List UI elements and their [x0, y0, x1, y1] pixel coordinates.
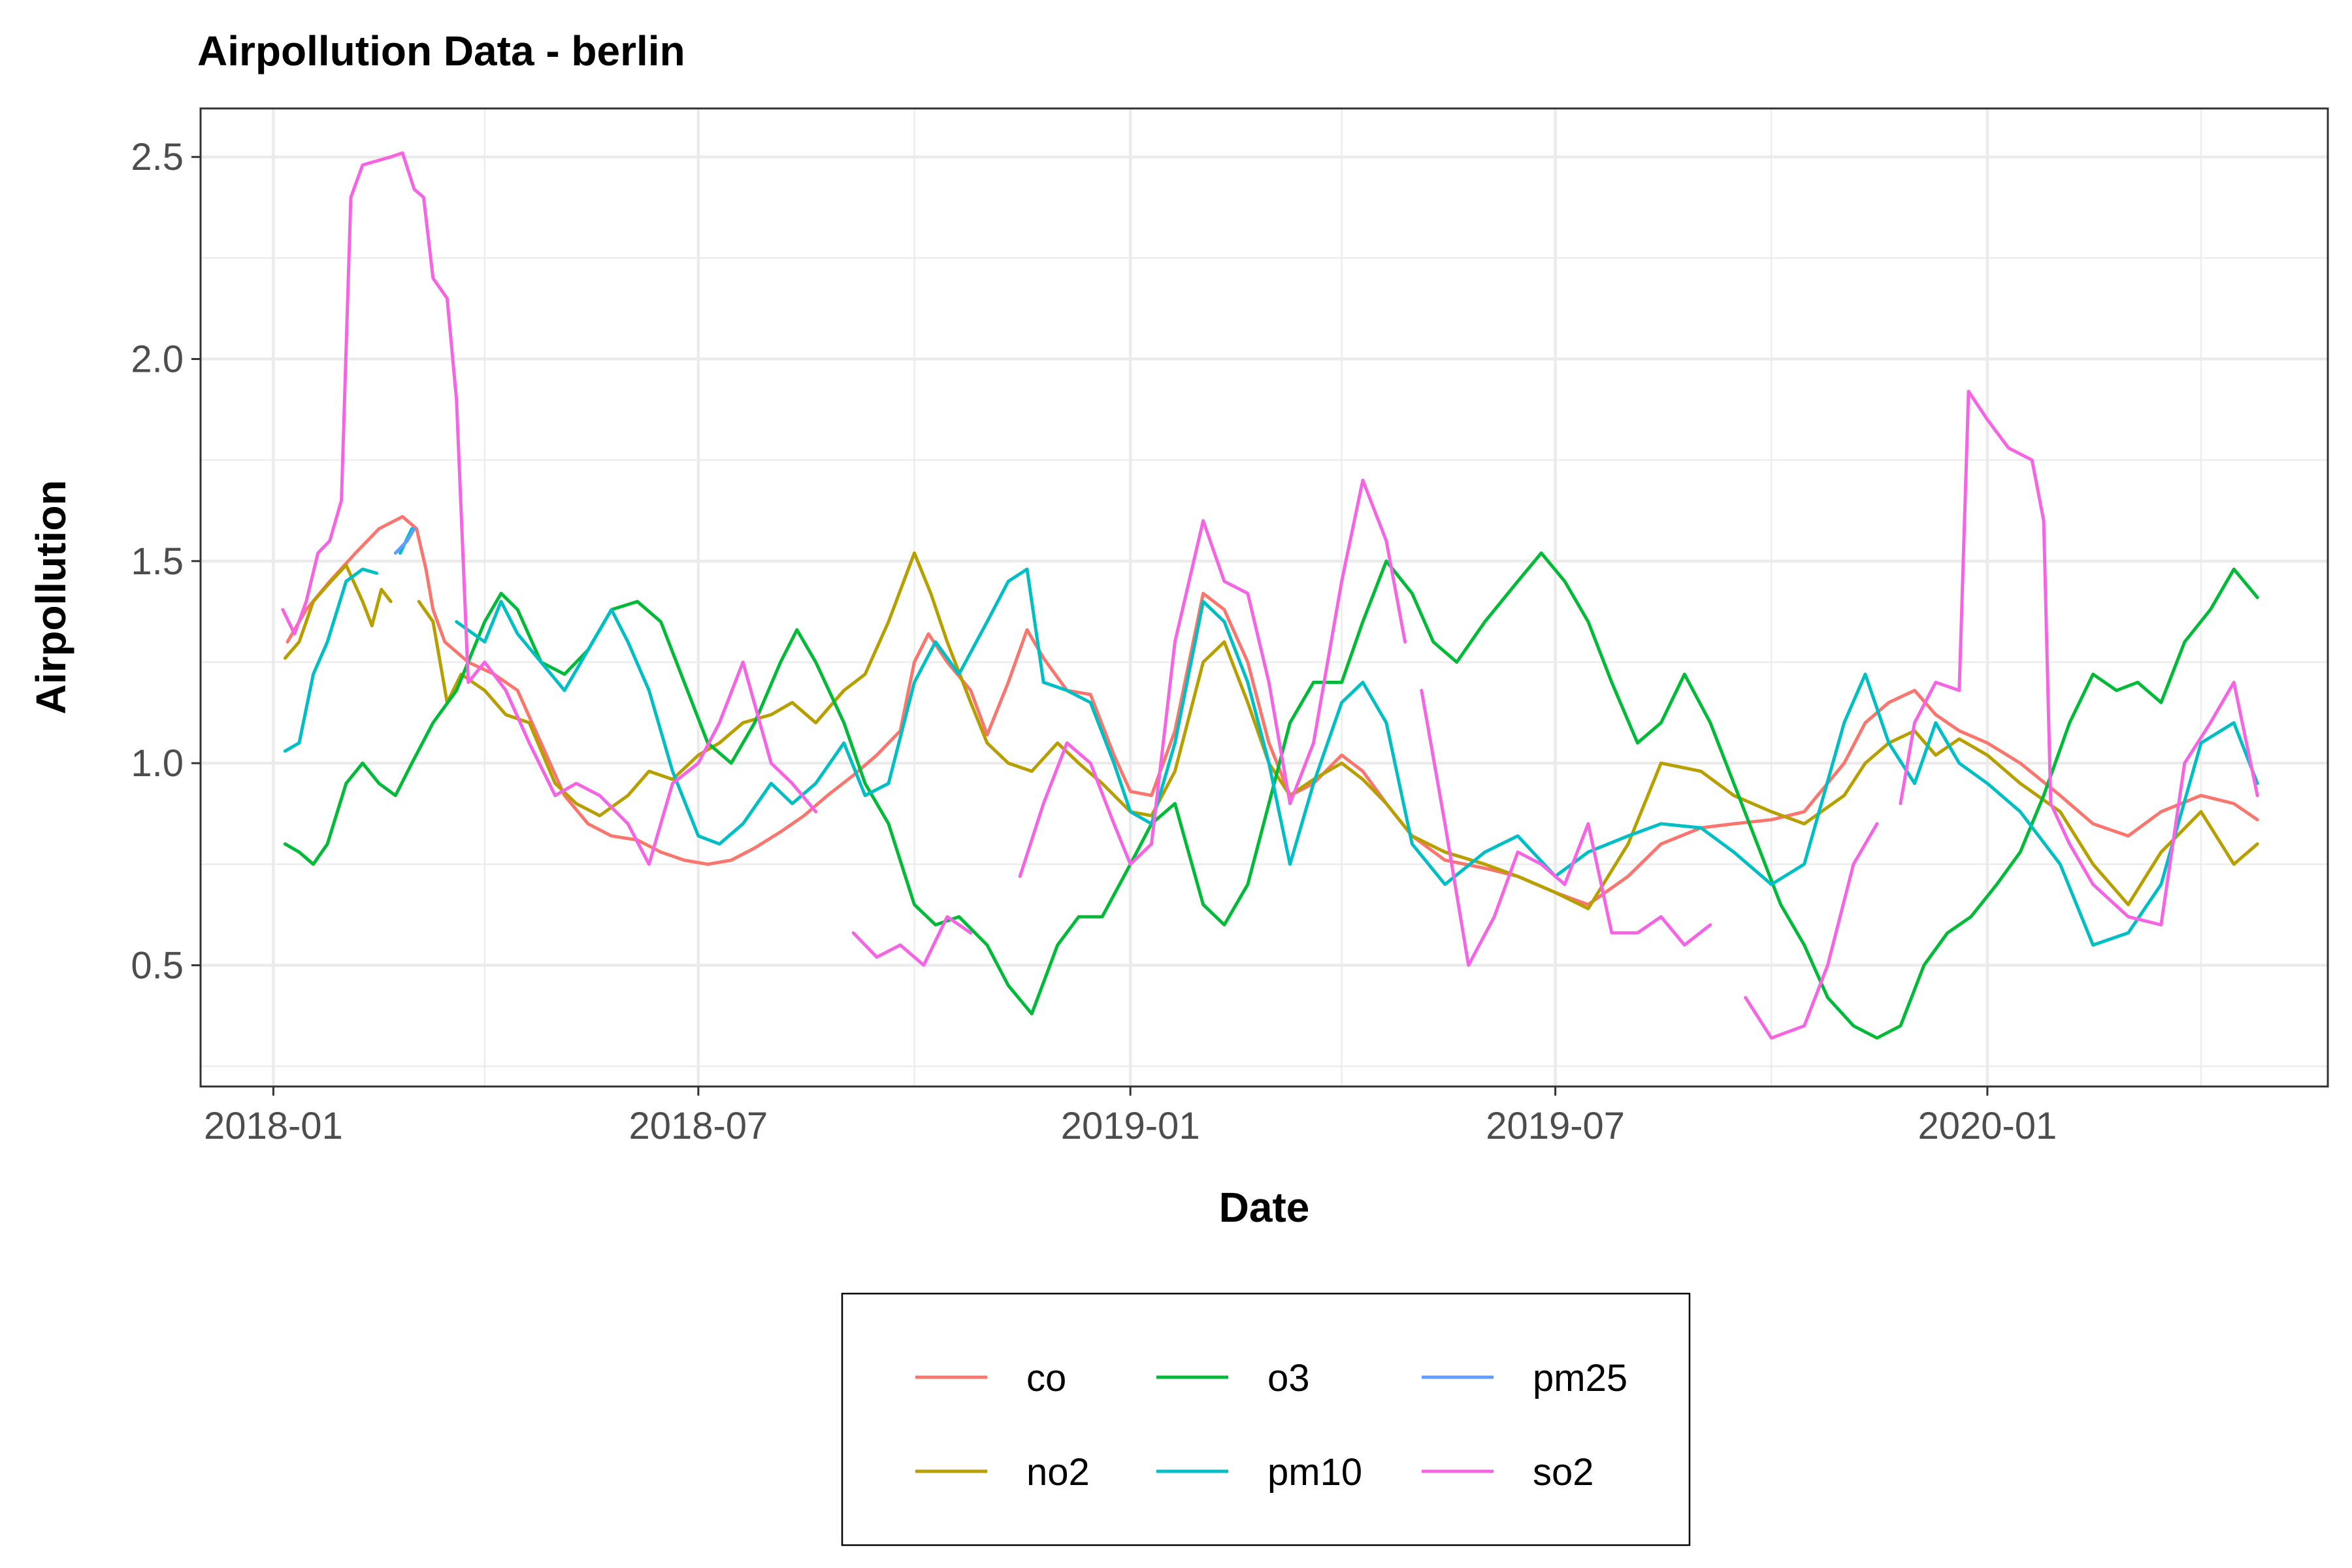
x-axis: 2018-01 2018-07 2019-01 2019-07 2020-01 — [204, 1086, 2057, 1147]
series-line-pm25 — [393, 527, 416, 555]
chart-title: Airpollution Data - berlin — [197, 27, 685, 74]
legend: co no2 o3 pm10 pm25 so2 — [841, 1292, 1691, 1546]
x-tick-label: 2018-07 — [629, 1105, 768, 1147]
series-line-so2 — [281, 151, 2259, 1040]
series-line-co — [286, 515, 2259, 907]
y-tick-label: 1.0 — [131, 742, 184, 785]
legend-label-pm25: pm25 — [1533, 1357, 1627, 1399]
series-line-no2 — [283, 551, 2259, 911]
series-lines — [281, 151, 2259, 1040]
x-tick-label: 2020-01 — [1918, 1105, 2057, 1147]
legend-item-co: co — [915, 1357, 1066, 1399]
legend-item-so2: so2 — [1422, 1451, 1594, 1494]
y-tick-label: 1.5 — [131, 540, 184, 583]
legend-item-no2: no2 — [915, 1451, 1090, 1494]
x-tick-label: 2018-01 — [204, 1105, 343, 1147]
legend-label-no2: no2 — [1026, 1451, 1090, 1494]
y-tick-label: 2.0 — [131, 338, 184, 381]
major-grid — [201, 108, 2328, 1086]
legend-label-so2: so2 — [1533, 1451, 1594, 1494]
legend-item-o3: o3 — [1156, 1357, 1310, 1399]
legend-box — [841, 1292, 1691, 1546]
legend-label-o3: o3 — [1267, 1357, 1310, 1399]
panel-background — [201, 108, 2328, 1086]
legend-label-pm10: pm10 — [1267, 1451, 1362, 1494]
legend-items: co no2 o3 pm10 pm25 so2 — [915, 1357, 1627, 1494]
series-line-o3 — [283, 551, 2259, 1040]
y-axis-title: Airpollution — [27, 480, 74, 714]
x-axis-title: Date — [1219, 1184, 1310, 1231]
panel-border — [199, 107, 2329, 1088]
legend-item-pm10: pm10 — [1156, 1451, 1362, 1494]
legend-item-pm25: pm25 — [1422, 1357, 1627, 1399]
plot-panel — [199, 107, 2329, 1088]
y-axis: 0.5 1.0 1.5 2.0 2.5 — [131, 136, 201, 987]
x-tick-label: 2019-07 — [1486, 1105, 1625, 1147]
y-tick-label: 0.5 — [131, 944, 184, 987]
x-tick-label: 2019-01 — [1061, 1105, 1200, 1147]
legend-label-co: co — [1026, 1357, 1066, 1399]
y-tick-label: 2.5 — [131, 136, 184, 178]
